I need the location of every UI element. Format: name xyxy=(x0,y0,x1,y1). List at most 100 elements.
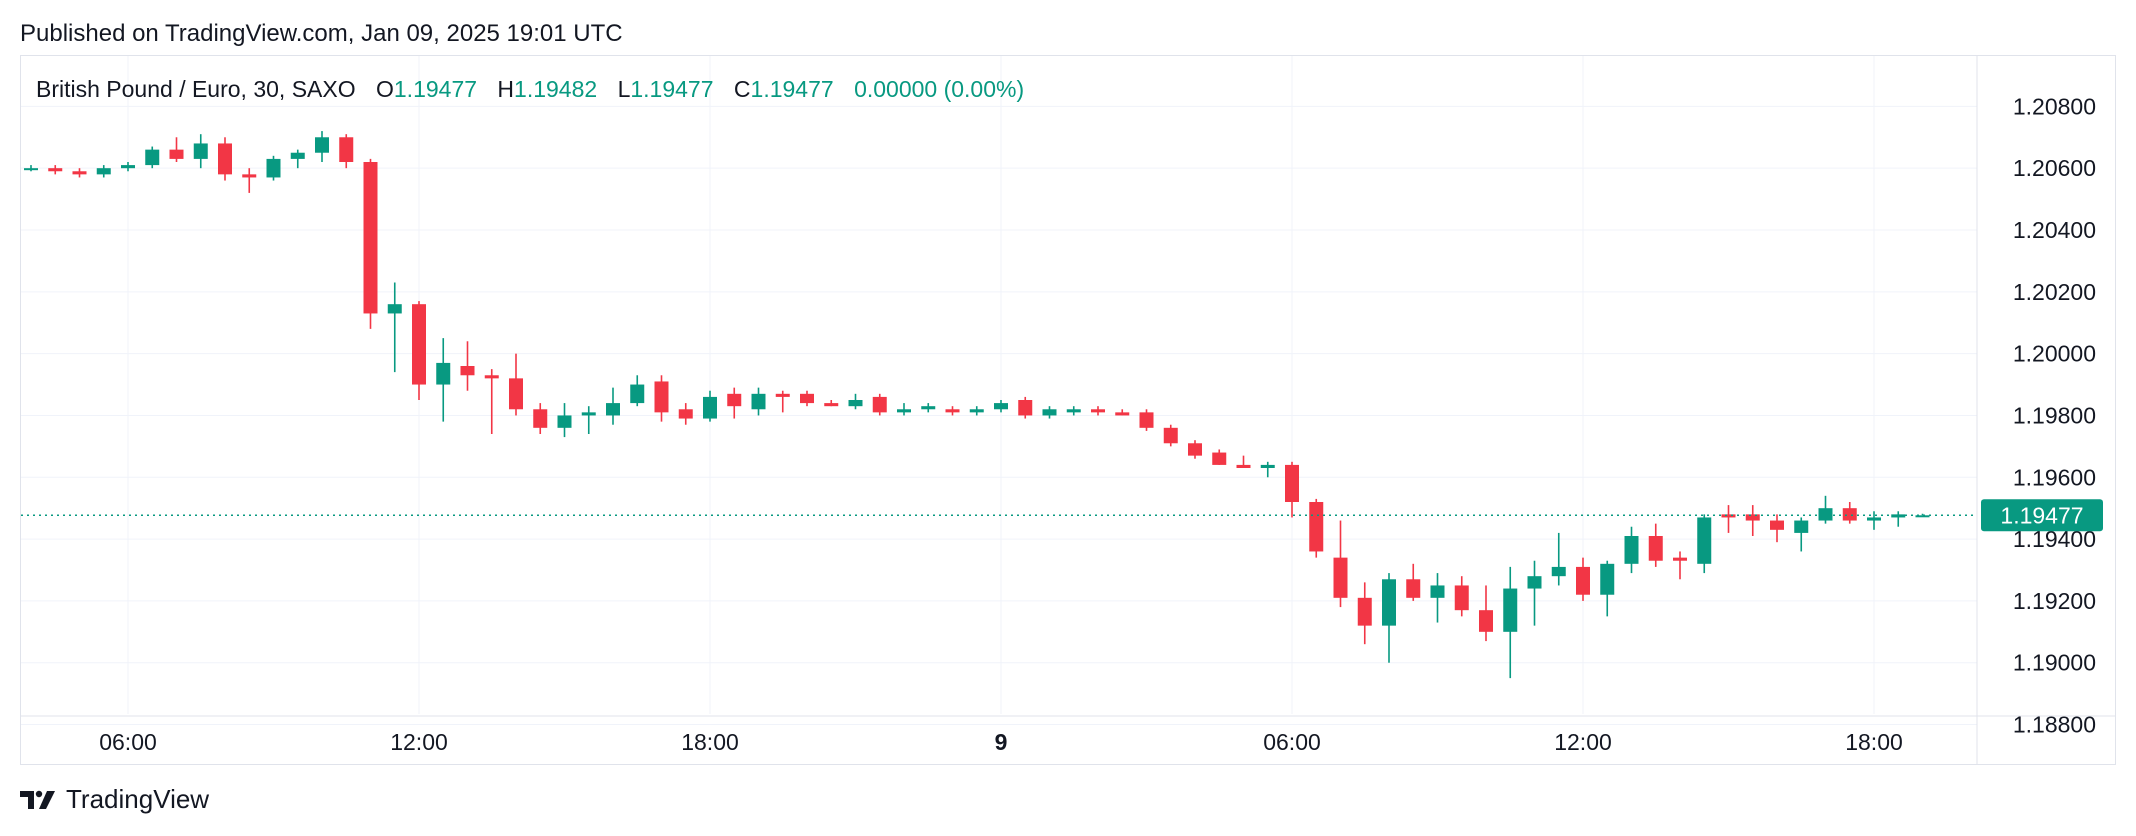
candle-body xyxy=(1066,409,1081,413)
candle-body xyxy=(72,171,87,175)
legend-open-key: O xyxy=(376,76,394,102)
legend-close-key: C xyxy=(733,76,751,102)
y-tick-label: 1.20800 xyxy=(2013,93,2096,119)
y-tick-label: 1.19200 xyxy=(2013,588,2096,614)
legend-close: 1.19477 xyxy=(750,76,834,102)
candle-body xyxy=(1745,514,1760,521)
last-price-label: 1.19477 xyxy=(2000,502,2083,528)
footer-brand: TradingView xyxy=(66,784,210,814)
candle-body xyxy=(387,304,402,314)
candle-body xyxy=(290,152,305,159)
candle-body xyxy=(1430,585,1445,598)
x-tick-label: 18:00 xyxy=(1845,729,1903,755)
candle-body xyxy=(96,168,111,175)
candle-body xyxy=(1842,508,1857,521)
candle-body xyxy=(921,406,936,410)
x-tick-label: 12:00 xyxy=(1554,729,1612,755)
y-tick-label: 1.20000 xyxy=(2013,341,2096,367)
candle-body xyxy=(872,396,887,413)
candle-body xyxy=(266,158,281,178)
y-tick-label: 1.20600 xyxy=(2013,155,2096,181)
x-tick-label: 9 xyxy=(995,729,1008,755)
candle-body xyxy=(1624,536,1639,564)
candle-body xyxy=(824,403,839,407)
legend-high: 1.19482 xyxy=(514,76,598,102)
candle-body xyxy=(315,137,329,153)
candle-body xyxy=(1697,517,1712,564)
candle-body xyxy=(581,412,596,416)
candle-body xyxy=(1260,464,1275,468)
candle-body xyxy=(1721,514,1736,518)
candle-body xyxy=(1236,464,1251,468)
candle-body xyxy=(654,381,669,413)
legend-change: 0.00000 (0.00%) xyxy=(854,76,1025,102)
candle-body xyxy=(630,384,645,404)
candle-body xyxy=(969,409,984,413)
candle-body xyxy=(1915,515,1930,518)
candle-body xyxy=(1770,520,1784,530)
candle-body xyxy=(1551,566,1566,577)
y-tick-label: 1.19000 xyxy=(2013,650,2096,676)
candle-body xyxy=(412,304,426,385)
candlestick-chart[interactable]: 1.20800 1.20600 1.20400 1.20200 1.20000 1.198… xyxy=(21,56,2115,764)
legend-high-key: H xyxy=(497,76,515,102)
candle-body xyxy=(1309,502,1324,552)
last-price-badge xyxy=(1981,499,2103,532)
y-tick-label: 1.20200 xyxy=(2013,279,2096,305)
candle-body xyxy=(121,165,135,169)
candle-body xyxy=(1673,557,1687,561)
candle-body xyxy=(994,403,1008,410)
candle-body xyxy=(1600,563,1615,595)
candle-body xyxy=(897,409,911,413)
candle-body xyxy=(1333,557,1348,598)
candle-body xyxy=(800,393,814,404)
candle-body xyxy=(145,149,160,166)
y-tick-label: 1.18800 xyxy=(2013,712,2096,738)
candle-body xyxy=(363,162,378,314)
candle-body xyxy=(1648,536,1663,561)
footer[interactable]: TradingView xyxy=(20,784,209,815)
candle-body xyxy=(1382,579,1396,626)
candle-body xyxy=(1794,520,1809,533)
candle-body xyxy=(703,396,717,419)
candle-body xyxy=(606,403,620,416)
candle-body xyxy=(1285,464,1299,502)
candle-body xyxy=(678,409,693,419)
x-tick-label: 12:00 xyxy=(390,729,448,755)
x-tick-label: 06:00 xyxy=(1263,729,1321,755)
candle-body xyxy=(484,375,499,379)
candle-body xyxy=(1163,427,1178,444)
candle-body xyxy=(1115,412,1130,416)
candle-body xyxy=(1406,579,1421,598)
tradingview-logo-icon xyxy=(20,790,55,809)
legend-symbol: British Pound / Euro, 30, SAXO xyxy=(36,76,356,102)
candle-body xyxy=(1091,409,1105,413)
candle-body xyxy=(242,174,257,178)
candle-body xyxy=(48,168,63,172)
candle-body xyxy=(557,415,572,428)
candle-body xyxy=(1479,610,1493,632)
published-caption: Published on TradingView.com, Jan 09, 20… xyxy=(20,20,623,47)
candle-body xyxy=(1867,517,1881,521)
candle-body xyxy=(945,409,960,413)
candle-body xyxy=(436,362,451,385)
candle-body xyxy=(193,143,208,159)
x-tick-label: 06:00 xyxy=(99,729,157,755)
legend-low: 1.19477 xyxy=(630,76,714,102)
candle-body xyxy=(1357,597,1372,626)
legend-low-key: L xyxy=(617,76,631,102)
candle-body xyxy=(1527,576,1542,589)
candle-body xyxy=(218,143,232,175)
candle-body xyxy=(1042,409,1057,416)
candle-body xyxy=(533,409,548,428)
x-tick-label: 18:00 xyxy=(681,729,739,755)
candle-body xyxy=(1818,508,1833,521)
candle-body xyxy=(1891,514,1906,518)
chart-panel[interactable]: 1.20800 1.20600 1.20400 1.20200 1.20000 1.198… xyxy=(20,55,2116,765)
y-tick-label: 1.19800 xyxy=(2013,402,2096,428)
candle-body xyxy=(509,378,523,410)
y-tick-label: 1.20400 xyxy=(2013,217,2096,243)
candle-body xyxy=(1576,566,1590,595)
candle-body xyxy=(339,137,354,162)
ohlc-legend: British Pound / Euro, 30, SAXO O1.19477 … xyxy=(36,76,1024,103)
